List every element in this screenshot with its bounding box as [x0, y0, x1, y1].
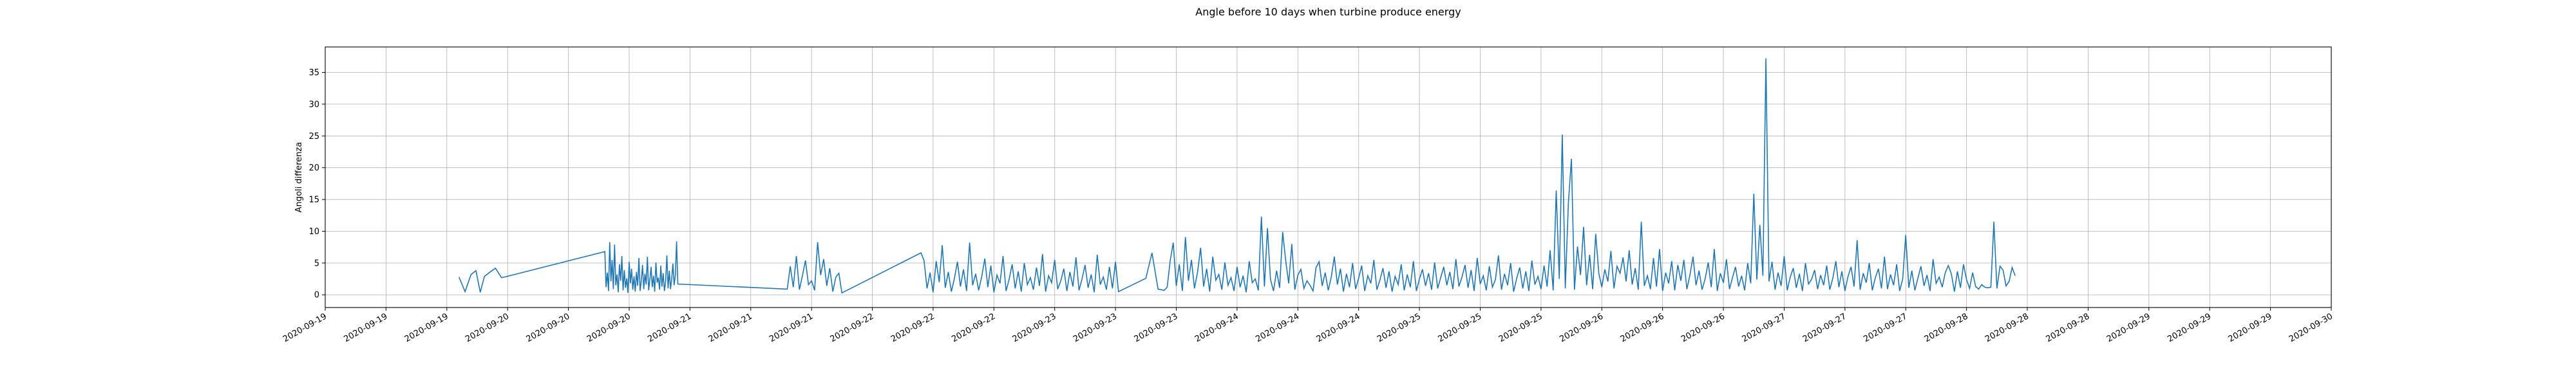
x-tick-label: 2020-09-21: [646, 311, 693, 344]
x-tick-label: 2020-09-27: [1862, 311, 1909, 344]
x-tick-label: 2020-09-23: [1072, 311, 1119, 344]
y-tick-label: 0: [314, 291, 319, 300]
x-tick-label: 2020-09-27: [1801, 311, 1848, 344]
x-tick-label: 2020-09-25: [1376, 311, 1423, 344]
x-tick-label: 2020-09-25: [1497, 311, 1544, 344]
x-tick-label: 2020-09-22: [889, 311, 936, 344]
x-tick-label: 2020-09-28: [1984, 311, 2031, 344]
x-tick-label: 2020-09-21: [707, 311, 754, 344]
x-tick-label: 2020-09-19: [342, 311, 389, 344]
x-tick-label: 2020-09-22: [950, 311, 997, 344]
y-tick-label: 20: [308, 163, 319, 173]
x-tick-label: 2020-09-29: [2166, 311, 2213, 344]
x-tick-label: 2020-09-28: [1923, 311, 1970, 344]
chart-title: Angle before 10 days when turbine produc…: [1195, 6, 1461, 18]
y-tick-label: 35: [308, 68, 319, 78]
y-tick-label: 15: [308, 196, 319, 205]
x-tick-label: 2020-09-26: [1680, 311, 1727, 344]
x-tick-label: 2020-09-27: [1741, 311, 1788, 344]
x-tick-label: 2020-09-19: [403, 311, 450, 344]
x-axis: 2020-09-19 2020-09-19 2020-09-19 2020-09-20…: [281, 308, 2334, 344]
x-tick-label: 2020-09-24: [1315, 311, 1362, 344]
x-tick-label: 2020-09-23: [1133, 311, 1180, 344]
x-tick-label: 2020-09-21: [768, 311, 815, 344]
x-tick-label: 2020-09-29: [2227, 311, 2274, 344]
x-tick-label: 2020-09-19: [281, 311, 328, 344]
grid: [325, 47, 2332, 308]
y-tick-label: 30: [308, 100, 319, 109]
x-tick-label: 2020-09-26: [1619, 311, 1666, 344]
x-tick-label: 2020-09-20: [585, 311, 632, 344]
plot-frame: [325, 46, 2332, 308]
x-tick-label: 2020-09-30: [2287, 311, 2334, 344]
y-axis: 0 5 10 15 20 25 30 35: [308, 68, 325, 300]
x-tick-label: 2020-09-24: [1254, 311, 1301, 344]
x-tick-label: 2020-09-23: [1011, 311, 1058, 344]
x-tick-label: 2020-09-28: [2044, 311, 2091, 344]
y-tick-label: 25: [308, 132, 319, 142]
series-line: [458, 58, 2016, 294]
x-tick-label: 2020-09-20: [525, 311, 572, 344]
x-tick-label: 2020-09-29: [2105, 311, 2152, 344]
y-tick-label: 10: [308, 227, 319, 237]
x-tick-label: 2020-09-22: [829, 311, 876, 344]
x-tick-label: 2020-09-20: [464, 311, 511, 344]
y-tick-label: 5: [314, 259, 319, 268]
x-tick-label: 2020-09-25: [1437, 311, 1484, 344]
x-tick-label: 2020-09-26: [1558, 311, 1605, 344]
y-axis-label: Angoli differenza: [294, 142, 304, 213]
x-tick-label: 2020-09-24: [1193, 311, 1240, 344]
